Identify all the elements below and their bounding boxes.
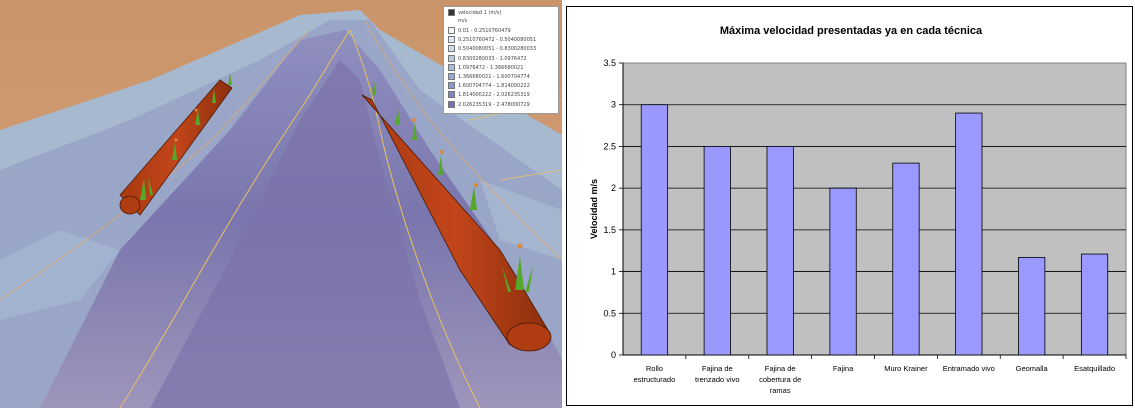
legend-entry-label: 0.2510760472 - 0.5040080051 bbox=[458, 37, 537, 44]
x-tick-label-line: Fajina bbox=[833, 364, 854, 373]
y-tick-label: 1 bbox=[611, 267, 616, 277]
bar-chart: 0 0.5 1 1.5 2 2.5 3 3.5 Rollo estructurado Fajina… bbox=[589, 25, 1127, 395]
legend-swatch bbox=[448, 73, 455, 80]
legend-entry: 1.814000222 - 2.026235319 bbox=[448, 91, 530, 99]
y-tick-labels: 0 0.5 1 1.5 2 2.5 3 3.5 bbox=[603, 58, 623, 360]
x-tick-label-line: cobertura de bbox=[759, 375, 801, 384]
x-tick-label-line: Geomalla bbox=[1016, 364, 1049, 373]
x-tick-label: Geomalla bbox=[1016, 364, 1049, 373]
x-tick-label-line: estructurado bbox=[634, 375, 676, 384]
y-tick-label: 3.5 bbox=[603, 58, 616, 68]
bar bbox=[640, 104, 669, 356]
x-tick-label-line: Fajina de bbox=[702, 364, 733, 373]
x-tick-label-line: Muro Krainer bbox=[884, 364, 928, 373]
x-tick-label-line: Entramado vivo bbox=[943, 364, 995, 373]
y-tick-label: 3 bbox=[611, 100, 616, 110]
x-tick-label: Fajina bbox=[833, 364, 854, 373]
x-tick-label: Fajina de cobertura de ramas bbox=[759, 364, 801, 395]
bars bbox=[640, 104, 1109, 356]
bar bbox=[955, 112, 983, 356]
y-tick-label: 2.5 bbox=[603, 141, 616, 151]
bar bbox=[1080, 253, 1109, 356]
legend-entry: 0.2510760472 - 0.5040080051 bbox=[448, 36, 536, 44]
velocity-legend: velocidad 1 (m/s) m/s 0.01 - 0.251076047… bbox=[443, 6, 559, 114]
x-tick-label: Muro Krainer bbox=[884, 364, 928, 373]
legend-entry-label: 1.366680021 - 1.600704774 bbox=[458, 74, 530, 80]
x-tick-label-line: trenzado vivo bbox=[695, 375, 740, 384]
legend-swatch bbox=[448, 91, 455, 99]
y-tick-label: 0.5 bbox=[603, 308, 616, 318]
x-tick-label: Esatquillado bbox=[1074, 364, 1115, 373]
legend-entry: 0.5040080051 - 0.8300280033 bbox=[448, 45, 536, 53]
y-tick-label: 1.5 bbox=[603, 225, 616, 235]
y-axis-label: Velocidad m/s bbox=[589, 179, 599, 239]
y-tick-label: 0 bbox=[611, 350, 616, 360]
bar bbox=[892, 162, 920, 356]
legend-entry-label: 1.0976472 - 1.366680021 bbox=[458, 64, 524, 71]
legend-entry: 1.600704774 - 1.814000222 bbox=[448, 82, 530, 90]
x-tick-label: Entramado vivo bbox=[943, 364, 995, 373]
plot-area bbox=[622, 62, 1127, 356]
legend-swatch bbox=[448, 82, 455, 90]
checkbox-icon[interactable] bbox=[448, 9, 455, 16]
legend-title-row: velocidad 1 (m/s) bbox=[448, 9, 501, 17]
legend-entry-label: 0.01 - 0.2510760479 bbox=[458, 28, 511, 34]
legend-swatch bbox=[448, 100, 455, 108]
y-tick-label: 2 bbox=[611, 183, 616, 193]
bar bbox=[766, 146, 794, 356]
legend-swatch bbox=[448, 54, 455, 62]
legend-entry-label: 0.8300280033 - 1.0976472 bbox=[458, 55, 527, 62]
legend-entry: 0.01 - 0.2510760479 bbox=[448, 27, 511, 35]
bar bbox=[703, 146, 731, 356]
x-tick-label-line: Fajina de bbox=[765, 364, 796, 373]
x-tick-label-line: ramas bbox=[770, 386, 791, 395]
x-tick-label: Rollo estructurado bbox=[634, 364, 676, 384]
chart-title: Máxima velocidad presentadas ya en cada … bbox=[720, 25, 983, 37]
legend-swatch bbox=[448, 27, 455, 34]
x-tick-label-line: Esatquillado bbox=[1074, 364, 1115, 373]
legend-swatch bbox=[448, 45, 455, 53]
x-tick-label-line: Rollo bbox=[646, 364, 663, 373]
legend-swatch bbox=[448, 36, 455, 44]
legend-entry-label: 1.600704774 - 1.814000222 bbox=[458, 83, 530, 90]
chart-panel: 0 0.5 1 1.5 2 2.5 3 3.5 Rollo estructurado Fajina… bbox=[566, 6, 1133, 406]
bar bbox=[1018, 256, 1046, 356]
legend-entry-label: 1.814000222 - 2.026235319 bbox=[458, 92, 530, 99]
legend-entry: 1.0976472 - 1.366680021 bbox=[448, 63, 524, 72]
legend-title: velocidad 1 (m/s) bbox=[458, 10, 502, 16]
x-tick-label: Fajina de trenzado vivo bbox=[695, 364, 740, 384]
legend-entry: 2.026235319 - 2.478000729 bbox=[448, 100, 530, 109]
legend-entry: 1.366680021 - 1.600704774 bbox=[448, 73, 530, 81]
legend-entry-label: 2.026235319 - 2.478000729 bbox=[458, 101, 530, 108]
legend-swatch bbox=[448, 63, 455, 71]
legend-entry-label: 0.5040080051 - 0.8300280033 bbox=[458, 46, 537, 53]
legend-subtitle: m/s bbox=[458, 18, 468, 24]
bar bbox=[829, 187, 857, 356]
legend-entry: 0.8300280033 - 1.0976472 bbox=[448, 54, 527, 63]
